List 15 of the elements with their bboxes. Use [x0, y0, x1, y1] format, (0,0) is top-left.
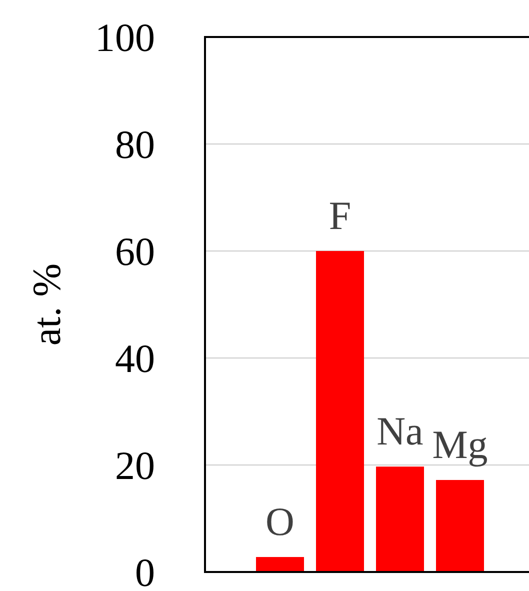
y-tick-label: 100: [95, 15, 155, 60]
x-tick-label: Mg: [432, 422, 488, 467]
bar: [436, 480, 484, 572]
y-tick-label: 0: [135, 550, 155, 591]
bar: [256, 557, 304, 572]
y-tick-label: 80: [115, 122, 155, 167]
y-tick-label: 60: [115, 229, 155, 274]
bar: [316, 251, 364, 572]
y-axis-title: at. %: [24, 263, 69, 346]
y-tick-label: 40: [115, 336, 155, 381]
bar: [376, 466, 424, 572]
y-tick-label: 20: [115, 443, 155, 488]
x-tick-label: F: [328, 193, 352, 238]
x-tick-label: Na: [376, 408, 424, 454]
x-tick-label: O: [266, 499, 294, 544]
